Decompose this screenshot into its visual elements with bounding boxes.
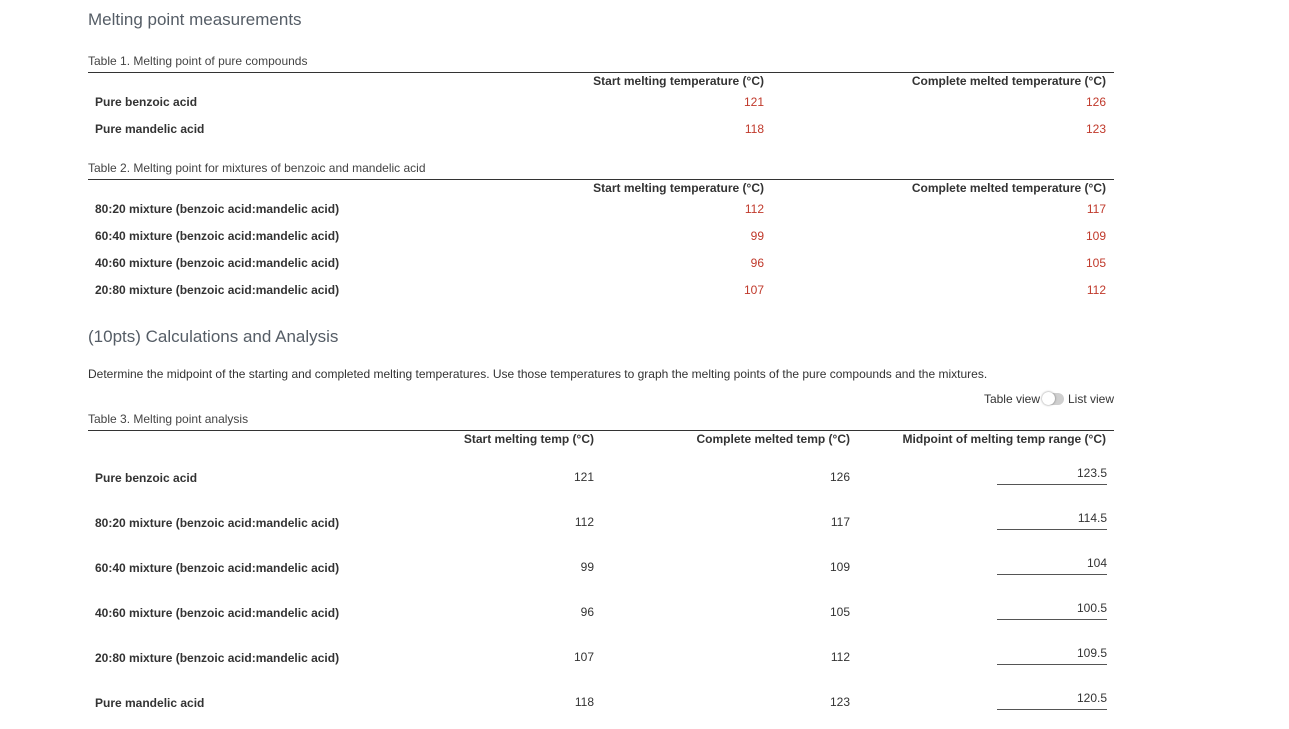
row-label: Pure mandelic acid [95,122,205,136]
list-view-label[interactable]: List view [1067,392,1114,406]
toggle-knob [1041,392,1055,405]
row-label: Pure benzoic acid [95,471,198,485]
table1-header-complete: Complete melted temperature (°C) [911,74,1106,88]
table3-header-start: Start melting temp (°C) [463,432,594,446]
midpoint-input[interactable] [997,552,1107,575]
midpoint-input[interactable] [997,642,1107,665]
table-row: 60:40 mixture (benzoic acid:mandelic aci… [88,229,1114,249]
table3-header-complete: Complete melted temp (°C) [696,432,850,446]
complete-temp: 117 [830,515,850,529]
table-row: 40:60 mixture (benzoic acid:mandelic aci… [88,256,1114,276]
complete-temp: 105 [829,605,850,619]
table3-rule [88,430,1114,431]
complete-temp: 105 [1085,256,1106,270]
complete-temp: 126 [1085,95,1106,109]
complete-temp: 123 [1085,122,1106,136]
table3-header-midpoint: Midpoint of melting temp range (°C) [902,432,1106,446]
start-temp: 96 [580,605,594,619]
midpoint-input[interactable] [997,507,1107,530]
start-temp: 121 [743,95,764,109]
complete-temp: 117 [1086,202,1106,216]
table-row: Pure benzoic acid 121 126 [88,95,1114,115]
table-row: 60:40 mixture (benzoic acid:mandelic aci… [88,560,1114,580]
start-temp: 112 [744,202,764,216]
row-label: 60:40 mixture (benzoic acid:mandelic aci… [95,561,340,575]
row-label: Pure benzoic acid [95,95,198,109]
start-temp: 118 [574,695,594,709]
start-temp: 121 [573,470,594,484]
table2-header-row: Start melting temperature (°C) Complete … [88,181,1114,201]
complete-temp: 112 [830,650,850,664]
instructions-text: Determine the midpoint of the starting a… [88,367,988,381]
midpoint-input[interactable] [997,462,1107,485]
complete-temp: 112 [1086,283,1106,297]
table-row: 40:60 mixture (benzoic acid:mandelic aci… [88,605,1114,625]
row-label: 60:40 mixture (benzoic acid:mandelic aci… [95,229,340,243]
table-row: 80:20 mixture (benzoic acid:mandelic aci… [88,202,1114,222]
complete-temp: 126 [829,470,850,484]
table-row: 80:20 mixture (benzoic acid:mandelic aci… [88,515,1114,535]
start-temp: 112 [574,515,594,529]
table-view-label[interactable]: Table view [983,392,1040,406]
table2-header-start: Start melting temperature (°C) [593,181,764,195]
table-row: Pure mandelic acid 118 123 [88,122,1114,142]
table2-rule [88,179,1114,180]
row-label: Pure mandelic acid [95,696,205,710]
start-temp: 96 [750,256,764,270]
start-temp: 99 [580,560,594,574]
start-temp: 107 [743,283,764,297]
table-row: 20:80 mixture (benzoic acid:mandelic aci… [88,283,1114,303]
view-toggle: Table view List view [984,392,1114,406]
row-label: 40:60 mixture (benzoic acid:mandelic aci… [95,256,340,270]
row-label: 80:20 mixture (benzoic acid:mandelic aci… [95,516,340,530]
view-toggle-switch[interactable] [1041,392,1064,405]
table-row: Pure benzoic acid 121 126 [88,470,1114,490]
row-label: 40:60 mixture (benzoic acid:mandelic aci… [95,606,340,620]
midpoint-input[interactable] [997,597,1107,620]
start-temp: 107 [573,650,594,664]
table2-header-complete: Complete melted temperature (°C) [911,181,1106,195]
table3-header-row: Start melting temp (°C) Complete melted … [88,432,1114,452]
table-row: Pure mandelic acid 118 123 [88,695,1114,715]
table3-caption: Table 3. Melting point analysis [88,412,249,426]
row-label: 20:80 mixture (benzoic acid:mandelic aci… [95,651,340,665]
table1-header-start: Start melting temperature (°C) [593,74,764,88]
complete-temp: 109 [829,560,850,574]
table1-header-row: Start melting temperature (°C) Complete … [88,74,1114,94]
table-row: 20:80 mixture (benzoic acid:mandelic aci… [88,650,1114,670]
start-temp: 118 [744,122,764,136]
section-title-calculations: (10pts) Calculations and Analysis [88,327,339,346]
table1-rule [88,72,1114,73]
section-title-melting-point: Melting point measurements [88,10,302,29]
start-temp: 99 [750,229,764,243]
row-label: 20:80 mixture (benzoic acid:mandelic aci… [95,283,340,297]
table2-caption: Table 2. Melting point for mixtures of b… [88,161,426,175]
complete-temp: 123 [829,695,850,709]
table1-caption: Table 1. Melting point of pure compounds [88,54,308,68]
complete-temp: 109 [1085,229,1106,243]
row-label: 80:20 mixture (benzoic acid:mandelic aci… [95,202,340,216]
midpoint-input[interactable] [997,687,1107,710]
